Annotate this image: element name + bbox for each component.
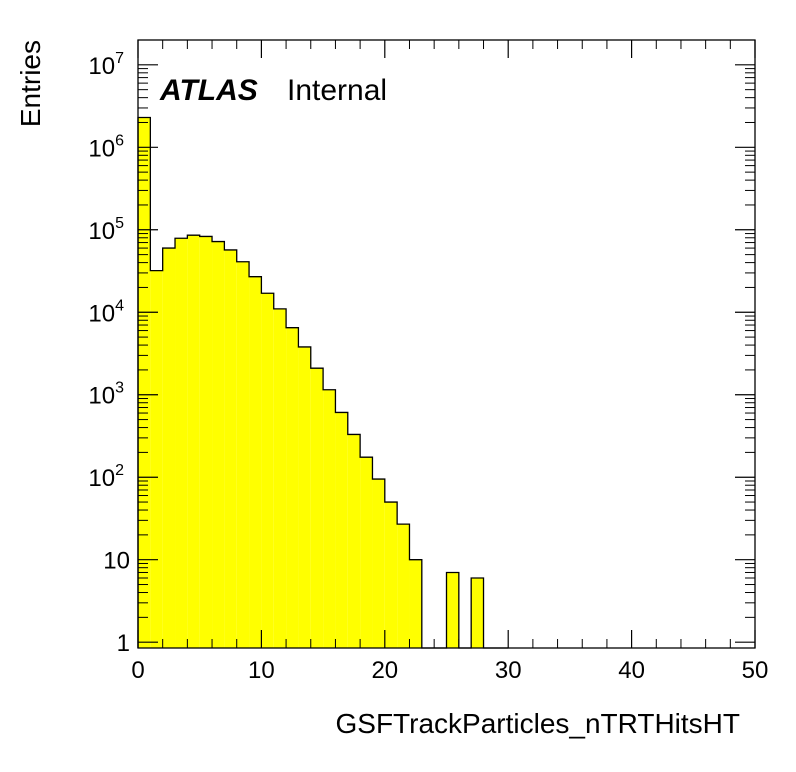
histogram-bar [310, 368, 324, 648]
histogram-bar [138, 117, 151, 649]
x-tick-label: 0 [131, 657, 144, 684]
x-tick-label: 10 [248, 657, 275, 684]
y-tick-label: 107 [88, 50, 124, 80]
histogram-bars [137, 116, 509, 649]
histogram-bar [397, 524, 410, 648]
y-tick-labels: 1 10 102 103 104 105 106 107 [88, 50, 130, 657]
x-tick-label: 20 [371, 657, 398, 684]
y-tick-label: 104 [88, 297, 124, 327]
histogram-bar [446, 572, 459, 648]
x-tick-label: 30 [495, 657, 522, 684]
x-tick-label: 40 [618, 657, 645, 684]
histogram-bar [175, 238, 188, 648]
y-tick-exponent: 4 [115, 297, 124, 314]
x-tick-labels: 0 10 20 30 40 50 [131, 657, 768, 684]
histogram-bar [360, 457, 373, 648]
histogram-bar [199, 236, 213, 648]
histogram-bar [236, 261, 250, 648]
y-tick-exponent: 5 [115, 215, 124, 232]
histogram-bar [409, 559, 422, 648]
y-tick-exponent: 7 [115, 50, 124, 67]
y-tick-exponent: 6 [115, 132, 124, 149]
y-tick-exponent: 2 [115, 462, 124, 479]
histogram-bar [347, 434, 361, 648]
y-axis-title: Entries [15, 40, 46, 127]
histogram-bar [323, 389, 336, 648]
y-tick-label: 10 [103, 548, 130, 575]
histogram-bar [273, 308, 287, 648]
y-tick-exponent: 3 [115, 380, 124, 397]
histogram-bar [384, 502, 398, 648]
x-tick-label: 50 [742, 657, 769, 684]
y-tick-label: 102 [88, 462, 124, 492]
major-ticks [137, 40, 756, 648]
histogram-bar [249, 276, 262, 648]
histogram-bar [298, 346, 311, 648]
histogram-bar [471, 577, 484, 648]
y-tick-label: 1 [117, 630, 130, 657]
histogram-bar [286, 327, 299, 648]
histogram-bar [372, 479, 385, 648]
y-tick-label: 106 [88, 132, 124, 162]
y-tick-label: 105 [88, 215, 124, 245]
histogram-bar [150, 270, 163, 648]
plot-frame [137, 39, 756, 649]
histogram-bar [187, 235, 200, 648]
histogram-bar [224, 249, 237, 648]
histogram-bar [212, 241, 225, 649]
y-tick-label: 103 [88, 380, 124, 410]
atlas-label: ATLAS [159, 74, 258, 107]
histogram-bar [162, 248, 176, 649]
minor-ticks [138, 39, 755, 648]
x-axis-title: GSFTrackParticles_nTRTHitsHT [336, 708, 741, 739]
histogram-bar [335, 412, 348, 648]
internal-label: Internal [287, 74, 387, 107]
histogram-bar [261, 293, 274, 648]
